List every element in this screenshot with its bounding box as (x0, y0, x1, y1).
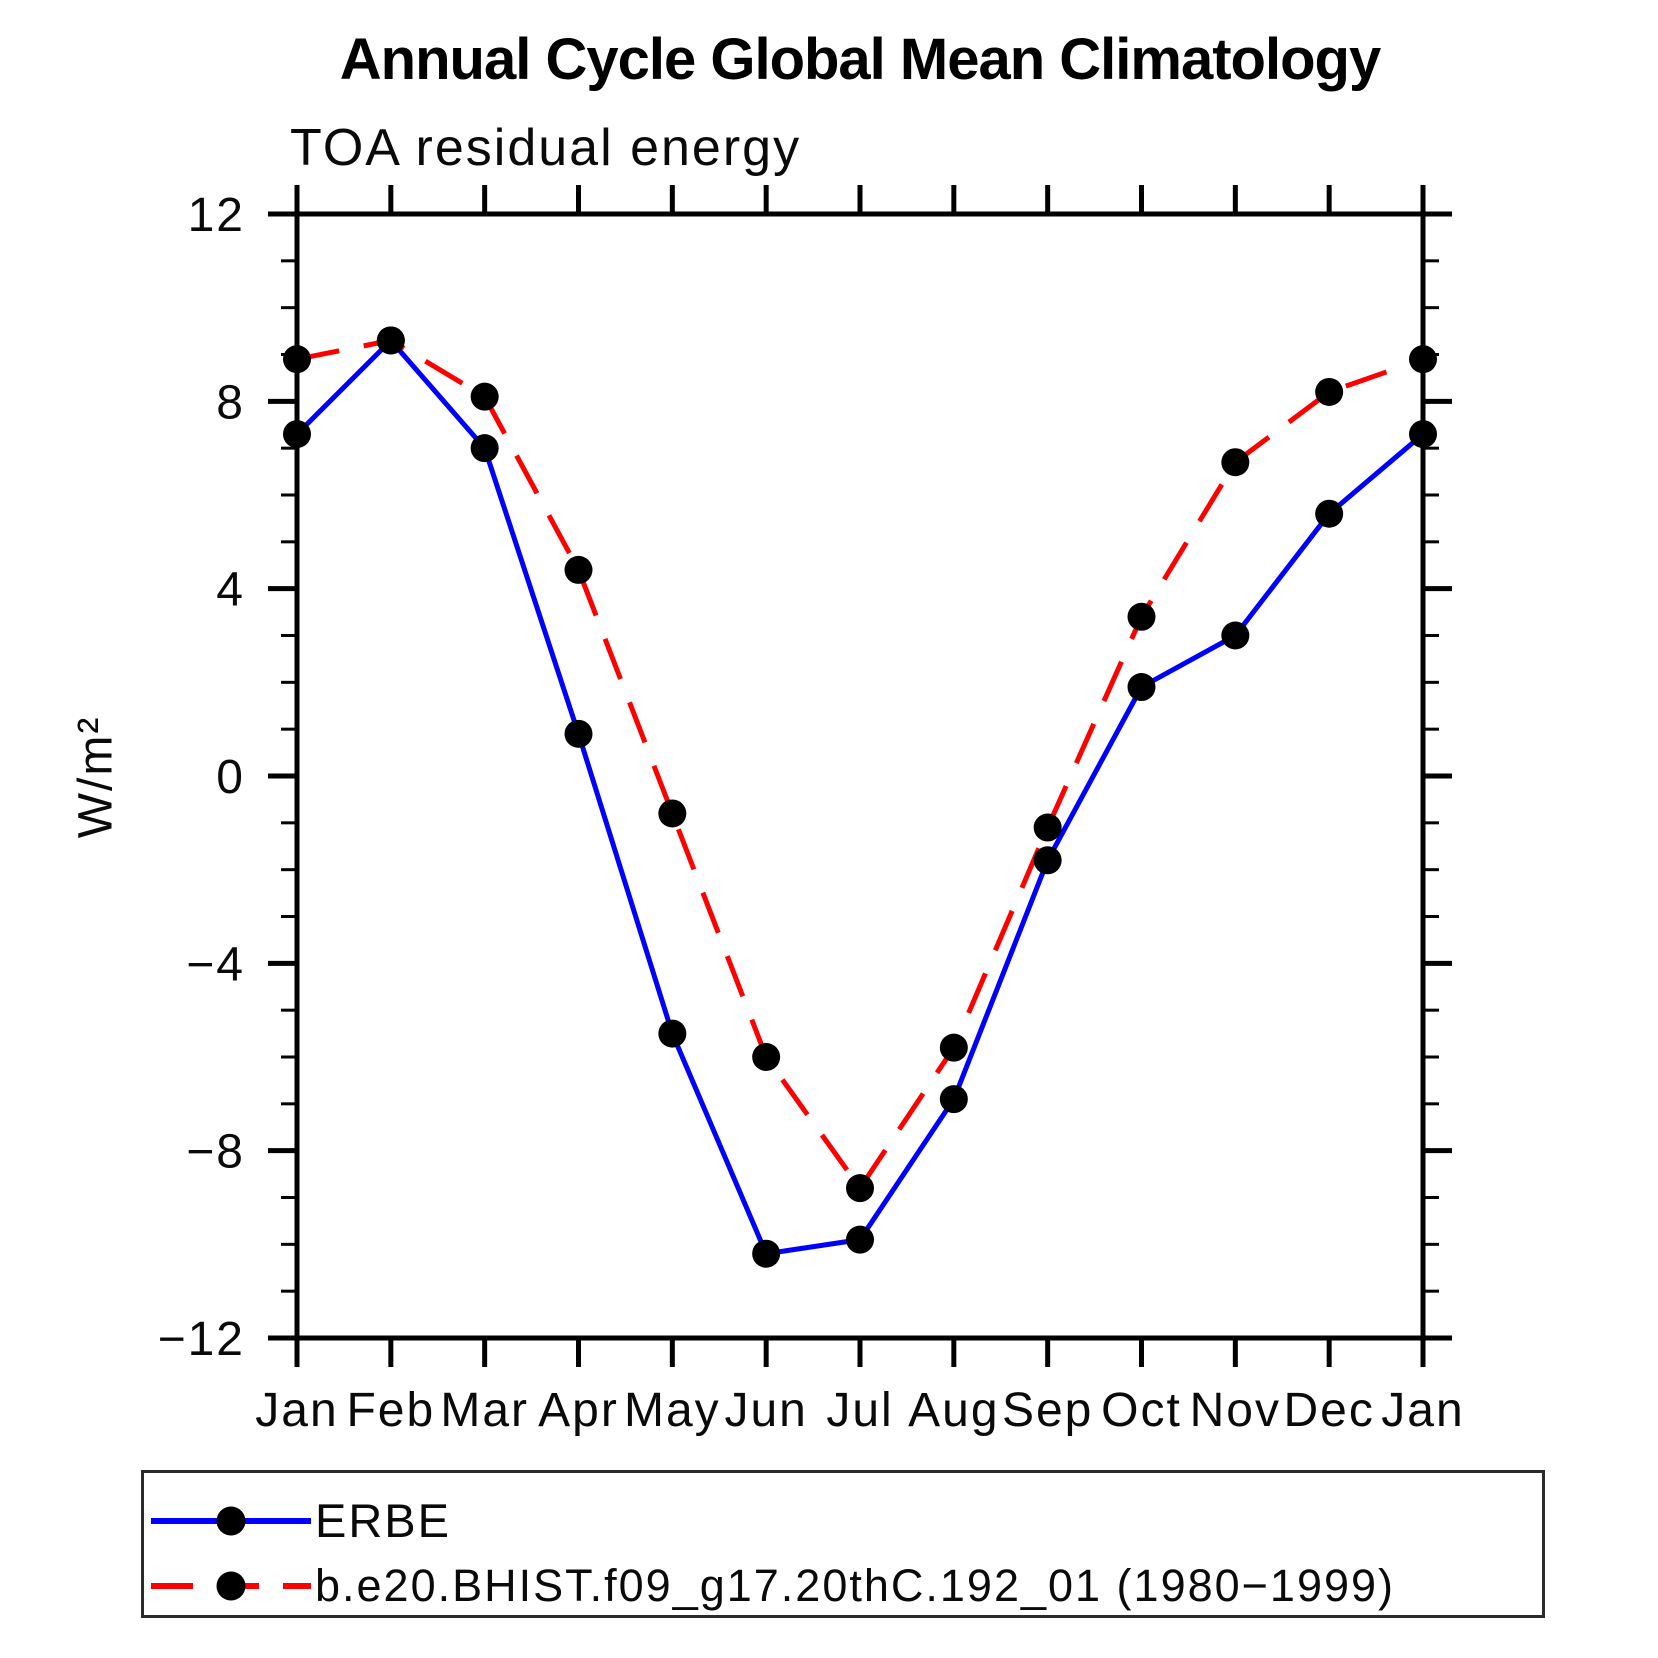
data-point-marker (1127, 673, 1156, 702)
legend-label-model: b.e20.BHIST.f09_g17.20thC.192_01 (1980−1… (315, 1560, 1396, 1611)
data-point-marker (658, 1019, 687, 1048)
y-tick-label: 4 (216, 564, 245, 617)
legend-label-erbe: ERBE (315, 1494, 451, 1547)
data-point-marker (1033, 813, 1062, 842)
data-point-marker (1409, 420, 1437, 449)
x-tick-label: Jul (826, 1384, 893, 1437)
data-point-marker (564, 719, 593, 748)
model-line (296, 337, 1424, 1193)
x-tick-label: Nov (1190, 1384, 1281, 1437)
x-tick-label: Mar (440, 1384, 529, 1437)
data-point-marker (846, 1225, 874, 1254)
legend-marker-dot (216, 1506, 246, 1535)
data-point-marker (283, 345, 311, 374)
x-tick-label: Dec (1283, 1384, 1374, 1437)
legend-item-model: b.e20.BHIST.f09_g17.20thC.192_01 (1980−1… (151, 1560, 1395, 1612)
data-point-marker (846, 1174, 874, 1203)
data-point-marker (470, 382, 499, 411)
x-tick-label: Apr (538, 1384, 619, 1437)
data-point-marker (564, 555, 593, 584)
chart-subtitle: TOA residual energy (290, 119, 802, 177)
legend-item-erbe: ERBE (151, 1493, 451, 1548)
x-tick-label: Jan (255, 1384, 338, 1437)
data-point-marker (658, 799, 687, 828)
data-point-marker (1409, 345, 1437, 374)
plot-border (294, 211, 1426, 1341)
legend-box: ERBE b.e20.BHIST.f09_g17.20thC.192_01 (1… (141, 1470, 1545, 1618)
data-point-marker (470, 434, 499, 463)
data-point-marker (939, 1033, 968, 1062)
y-tick-label: −4 (186, 938, 245, 991)
x-tick-label: Sep (1002, 1384, 1093, 1437)
data-point-marker (376, 326, 405, 355)
y-tick-label: 12 (188, 189, 245, 242)
data-point-marker (1315, 377, 1344, 406)
x-tick-label: Jan (1381, 1384, 1464, 1437)
y-tick-label: −12 (158, 1313, 245, 1366)
x-tick-label: Oct (1101, 1384, 1182, 1437)
data-point-marker (1221, 621, 1250, 650)
x-tick-label: Feb (346, 1384, 435, 1437)
y-tick-label: −8 (186, 1126, 245, 1179)
x-tick-label: May (624, 1384, 721, 1437)
legend-marker-dot (216, 1571, 246, 1601)
y-tick-label: 8 (216, 376, 245, 429)
data-point-marker (283, 420, 311, 449)
data-point-marker (939, 1085, 968, 1114)
x-tick-label: Aug (908, 1384, 999, 1437)
legend-swatch-erbe (151, 1506, 311, 1535)
data-point-marker (1315, 499, 1344, 528)
x-tick-label: Jun (724, 1384, 807, 1437)
data-point-marker (1127, 602, 1156, 631)
chart-title: Annual Cycle Global Mean Climatology (339, 27, 1381, 92)
data-point-marker (752, 1043, 781, 1071)
y-tick-label: 0 (216, 751, 245, 804)
erbe-line (295, 336, 1425, 1257)
data-point-marker (1221, 448, 1250, 477)
data-point-marker (752, 1239, 781, 1268)
data-point-marker (1033, 846, 1062, 875)
legend-swatch-model (151, 1571, 311, 1601)
